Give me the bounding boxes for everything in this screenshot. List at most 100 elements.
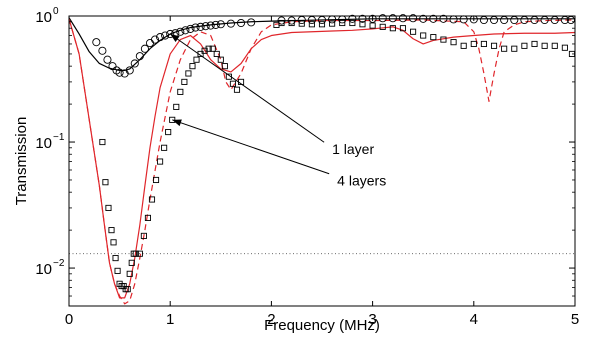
data-point-circle xyxy=(135,52,144,61)
data-point-square xyxy=(165,129,172,136)
data-point-square xyxy=(112,255,119,262)
y-tick-label: 10 xyxy=(35,135,52,152)
data-point-square xyxy=(440,36,447,43)
data-point-square xyxy=(410,28,417,35)
data-point-square xyxy=(229,80,236,87)
data-point-square xyxy=(329,20,336,27)
data-point-square xyxy=(157,158,164,165)
data-point-square xyxy=(521,42,528,49)
y-tick-exponent: −1 xyxy=(53,132,65,143)
data-point-circle xyxy=(206,21,215,30)
series-line-red-solid xyxy=(68,18,576,299)
data-point-circle xyxy=(211,20,220,29)
data-point-circle xyxy=(115,68,124,77)
data-point-square xyxy=(531,40,538,48)
annotation-arrowhead xyxy=(170,33,180,43)
data-point-circle xyxy=(226,19,235,28)
data-point-square xyxy=(108,227,115,234)
data-point-circle xyxy=(103,55,112,64)
data-point-square xyxy=(511,45,518,52)
data-point-circle xyxy=(191,23,200,32)
data-point-square xyxy=(126,270,133,277)
series-line-black-solid xyxy=(68,17,575,72)
annotation-label: 1 layer xyxy=(332,141,374,157)
data-point-square xyxy=(480,40,487,48)
data-point-square xyxy=(99,138,106,146)
data-point-circle xyxy=(429,14,438,23)
data-point-square xyxy=(288,19,295,27)
x-tick-label: 2 xyxy=(267,311,275,328)
data-point-circle xyxy=(98,46,107,55)
data-point-circle xyxy=(150,35,160,44)
series-line-red-dashed xyxy=(68,18,576,305)
marker-layer xyxy=(92,14,576,293)
data-point-square xyxy=(185,70,192,77)
data-point-circle xyxy=(196,22,205,31)
y-tick-label: 10 xyxy=(35,9,52,26)
data-point-square xyxy=(136,250,143,257)
data-point-circle xyxy=(166,29,175,39)
data-point-square xyxy=(551,42,558,49)
x-tick-label: 0 xyxy=(65,311,73,328)
plot-area xyxy=(69,16,575,306)
data-point-square xyxy=(460,42,467,49)
x-tick-label: 5 xyxy=(571,311,579,328)
data-point-square xyxy=(161,144,168,151)
data-point-circle xyxy=(398,14,408,23)
data-point-circle xyxy=(277,16,286,25)
y-axis-label: Transmission xyxy=(13,117,30,206)
data-point-square xyxy=(318,21,326,28)
series-layer xyxy=(68,17,576,305)
data-point-square xyxy=(278,19,285,27)
data-point-circle xyxy=(388,14,397,23)
data-point-square xyxy=(298,20,305,27)
data-point-square xyxy=(308,21,315,28)
data-point-circle xyxy=(236,18,246,28)
data-point-square xyxy=(128,259,135,266)
data-point-circle xyxy=(247,18,256,27)
data-point-circle xyxy=(176,27,185,36)
data-point-circle xyxy=(125,66,134,75)
data-point-square xyxy=(209,45,216,52)
data-point-circle xyxy=(92,38,101,47)
y-tick-exponent: 0 xyxy=(53,6,59,17)
data-point-circle xyxy=(348,14,357,23)
annotation-arrowhead xyxy=(172,119,182,127)
data-point-square xyxy=(369,22,376,29)
data-point-circle xyxy=(186,24,195,33)
data-point-square xyxy=(181,78,188,85)
data-point-square xyxy=(105,204,112,211)
x-tick-label: 1 xyxy=(166,311,174,328)
data-point-circle xyxy=(161,31,170,40)
data-point-circle xyxy=(130,59,139,68)
data-point-circle xyxy=(140,44,149,53)
data-point-square xyxy=(450,39,457,46)
y-tick-label: 10 xyxy=(35,261,52,278)
plot-frame xyxy=(68,15,576,307)
data-point-square xyxy=(541,42,548,49)
data-point-circle xyxy=(201,22,210,31)
data-point-circle xyxy=(419,14,428,23)
data-point-square xyxy=(221,63,228,70)
data-point-square xyxy=(217,56,224,63)
annotation-layer: 1 layer 4 layers xyxy=(169,33,386,189)
data-point-square xyxy=(177,88,184,95)
data-point-circle xyxy=(368,14,377,23)
data-point-square xyxy=(205,45,212,52)
data-point-circle xyxy=(287,16,296,25)
data-point-square xyxy=(359,21,366,28)
annotation-arrow xyxy=(169,33,325,143)
data-point-square xyxy=(430,34,437,41)
data-point-circle xyxy=(181,26,190,35)
data-point-square xyxy=(399,25,407,32)
data-point-square xyxy=(189,63,196,70)
y-tick-exponent: −2 xyxy=(53,258,65,269)
data-point-circle xyxy=(439,14,448,23)
data-point-square xyxy=(152,176,160,184)
data-point-square xyxy=(120,282,127,290)
data-point-square xyxy=(132,250,139,257)
data-point-square xyxy=(389,25,396,32)
data-point-circle xyxy=(216,20,225,29)
data-point-square xyxy=(490,42,498,49)
